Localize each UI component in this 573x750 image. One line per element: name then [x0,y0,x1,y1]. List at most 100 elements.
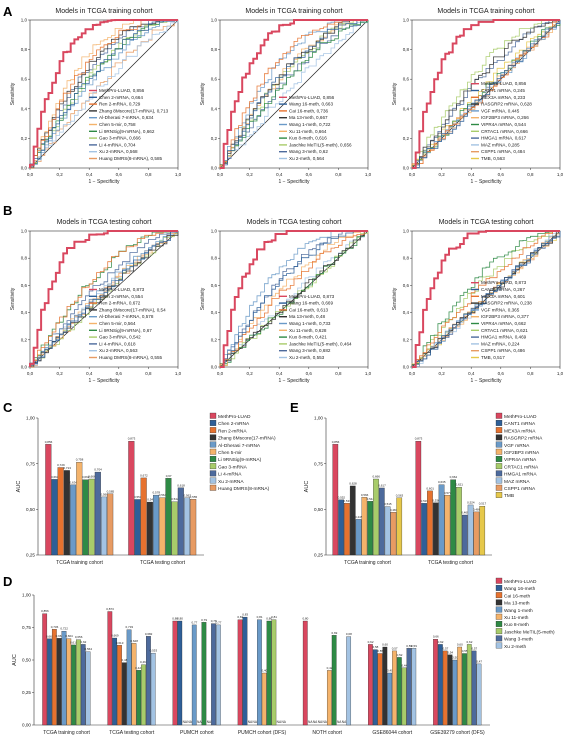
bar [344,503,350,556]
bar [271,619,277,726]
bar [461,514,468,556]
roc-curve [220,230,368,368]
bar [437,644,443,726]
legend-entry: Chen 2-mRNA, 0,554 [99,294,143,299]
legend-entry: Xu 2-meth, 0,553 [289,355,325,360]
legend-entry: Wang 16-meth [504,586,536,592]
legend-entry: Jaschke MeTIL(5-meth), 0,464 [289,341,352,346]
bar-na-label: NA [337,720,342,724]
bar [71,644,76,726]
legend-entry: Cai 16-meth [504,593,530,599]
legend-swatch [209,441,217,448]
roc-ylabel: Sensitivity [10,82,16,105]
legend-entry: Wang 1-meth, 0,733 [289,321,331,326]
bar-value-label: 0,58 [372,645,378,649]
x-tick-label: 0,4 [276,371,283,376]
roc-curve [30,230,178,368]
roc-curve [412,231,561,368]
x-tick-label: 0,6 [116,172,123,177]
x-tick-label: 0,4 [468,172,475,177]
legend-entry: Huang DMRS(8-mRNA) [218,486,270,492]
x-tick-label: 0,0 [27,371,34,376]
bar [107,611,113,726]
bar [450,479,456,556]
bar [51,479,58,556]
legend-entry: TMB, 0,563 [481,156,505,161]
bar-value-label: 0,664 [65,634,73,638]
bar [396,657,402,726]
legend-entry: Chen 5-mir, 0,564 [99,321,136,326]
x-tick-label: 0,8 [335,371,342,376]
bar-value-label: 0,515 [384,502,392,506]
bar-value-label: 0,729 [57,463,65,467]
bar-value-label: 0,552 [338,495,346,499]
x-tick-label: 1,0 [557,371,564,376]
legend-entry: IGF2BP3 mRNA, 0,266 [481,115,529,120]
legend-entry: VIPR4A mRNA, 0,544 [481,122,526,127]
bar-value-label: 0,663 [46,634,54,638]
bar-value-label: 0,484 [390,508,398,512]
bar-value-label: 0,62 [368,640,374,644]
x-tick-label: 0,8 [145,172,152,177]
bar-value-label: 0,62 [438,640,444,644]
x-tick-label: 0,6 [306,172,313,177]
legend-entry: Xu 2-mRNA, 0,568 [99,149,138,154]
bar-value-label: 0,664 [51,475,59,479]
bar-value-label: 0,48 [122,658,128,662]
bar-value-label: 0,81 [271,615,277,619]
bar-value-label: 0,577 [444,491,452,495]
bar [467,504,474,556]
bar-value-label: 0,40 [387,669,393,673]
bar [457,646,463,726]
bar [107,493,114,556]
y-tick-label: 0,8 [211,47,218,52]
bar-value-label: 0,80 [177,617,183,621]
bar-value-label: 0,554 [134,495,142,499]
legend-swatch [495,492,503,498]
roc-xlabel: 1 − Specificity [279,378,310,384]
legend-entry: Cai 16-meth, 0,736 [289,108,329,113]
legend-entry: Ma 13-meth, 0,48 [289,314,325,319]
bar-value-label: 0,464 [140,660,148,664]
y-tick-label: 0,6 [211,283,218,288]
y-tick-label: 0,8 [21,256,28,261]
legend-entry: IGF2BP3 mRNA [504,450,540,456]
bar [134,499,141,556]
bar [361,497,368,556]
bar [47,638,52,726]
roc-curve [30,230,178,368]
y-tick-label: 0,2 [403,136,410,141]
legend-entry: VIPR4A mRNA, 0,662 [481,321,526,326]
y-tick-label: 0,8 [21,47,28,52]
x-tick-label: 1,0 [175,172,182,177]
bar [76,462,83,556]
bar [442,650,448,726]
legend-entry: Xu 2-meth [504,644,526,650]
legend-swatch [495,477,503,484]
roc-title: Models in TCGA training cohort [55,8,152,15]
bar-na-label: NA [183,720,188,724]
bar-value-label: 0,421 [135,666,143,670]
bar-value-label: 0,566 [361,493,369,497]
panel-letter-a: A [3,4,13,19]
bar [131,643,137,726]
legend-entry: Chen 5-mir [218,450,242,456]
roc-curve [30,19,178,169]
y-tick-label: 1,0 [21,229,28,234]
legend-swatch [495,599,503,606]
legend-entry: IGF2BP3 mRNA, 0,377 [481,314,529,319]
roc-curve [29,19,178,168]
legend-swatch [495,463,503,470]
legend-entry: Wang 3-meth, 0,682 [289,348,331,353]
legend-entry: Chen 2-mRNA [218,421,250,427]
bar-value-label: 0,50 [452,656,458,660]
roc-panel-2: Models in TCGA training cohort 0,00,0 0,2 0… [200,8,372,185]
bar [355,519,362,556]
legend-swatch [209,420,217,426]
bar [368,644,373,726]
bar-value-label: 0,524 [467,500,475,504]
roc-xlabel: 1 − Specificity [89,378,120,384]
category-label: TCGA training cohort [43,730,90,736]
roc-frame [29,19,179,169]
y-tick-label: 0,4 [21,106,28,111]
